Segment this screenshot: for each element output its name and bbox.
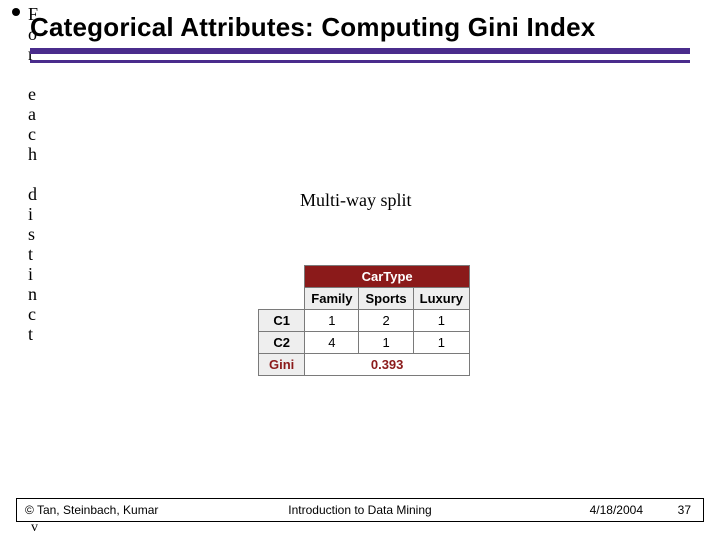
col-header: Luxury: [413, 288, 469, 310]
table-corner: [259, 288, 305, 310]
vchar: t: [28, 324, 38, 344]
col-header: Family: [305, 288, 359, 310]
table-row-gini: Gini 0.393: [259, 354, 470, 376]
bullet-dot-icon: [12, 8, 20, 16]
row-header: C2: [259, 332, 305, 354]
gini-label: Gini: [259, 354, 305, 376]
cell: 1: [359, 332, 413, 354]
vchar: [28, 64, 38, 84]
footer-date: 4/18/2004: [590, 503, 643, 517]
title-area: Categorical Attributes: Computing Gini I…: [30, 12, 700, 43]
slide: F o r e a c h d i s t i n c t Categorica…: [0, 0, 720, 540]
vchar: c: [28, 124, 38, 144]
footer: © Tan, Steinbach, Kumar Introduction to …: [16, 498, 704, 522]
bullet-text-vertical: F o r e a c h d i s t i n c t: [28, 4, 38, 344]
table-top-header: CarType: [305, 266, 470, 288]
footer-page-number: 37: [678, 503, 691, 517]
row-header: C1: [259, 310, 305, 332]
title-rule-thin: [30, 60, 690, 63]
vchar: t: [28, 244, 38, 264]
vchar: h: [28, 144, 38, 164]
cell: 4: [305, 332, 359, 354]
subtitle: Multi-way split: [300, 190, 412, 211]
gini-table: CarType Family Sports Luxury C1 1 2 1 C2…: [258, 265, 470, 376]
vchar: i: [28, 204, 38, 224]
gini-value: 0.393: [305, 354, 470, 376]
cell: 1: [413, 332, 469, 354]
table-row: C2 4 1 1: [259, 332, 470, 354]
col-header: Sports: [359, 288, 413, 310]
cell: 2: [359, 310, 413, 332]
vchar: c: [28, 304, 38, 324]
table-corner: [259, 266, 305, 288]
table-row: C1 1 2 1: [259, 310, 470, 332]
vchar: a: [28, 104, 38, 124]
vchar: d: [28, 184, 38, 204]
vchar: s: [28, 224, 38, 244]
cell: 1: [305, 310, 359, 332]
cell: 1: [413, 310, 469, 332]
stray-char: v: [31, 520, 38, 536]
vchar: n: [28, 284, 38, 304]
vchar: [28, 164, 38, 184]
page-title: Categorical Attributes: Computing Gini I…: [30, 12, 700, 43]
title-rule-thick: [30, 48, 690, 54]
vchar: e: [28, 84, 38, 104]
vchar: i: [28, 264, 38, 284]
